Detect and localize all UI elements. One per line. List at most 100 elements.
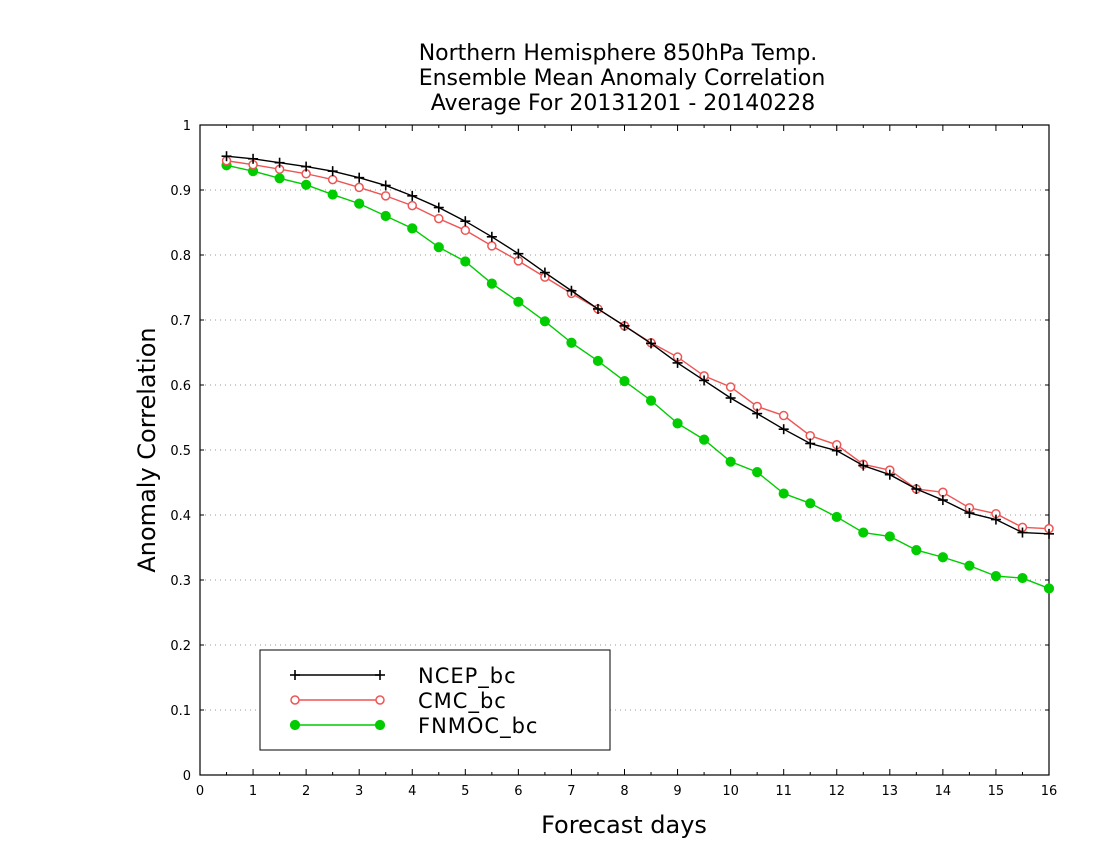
point-filled-circle-marker (374, 719, 386, 731)
point-open-circle-marker (327, 174, 338, 185)
point-plus-marker (221, 151, 232, 162)
point-plus-marker (884, 469, 895, 480)
x-tick-label: 13 (882, 784, 899, 799)
point-filled-circle-marker (566, 337, 577, 348)
point-plus-marker (1017, 527, 1028, 538)
point-filled-circle-marker (619, 376, 630, 387)
x-tick-label: 14 (935, 784, 952, 799)
y-tick-label: 0.5 (170, 444, 191, 459)
series-ncep-bc (221, 151, 1054, 539)
x-tick-label: 5 (461, 784, 469, 799)
point-plus-marker (646, 338, 657, 349)
x-tick-label: 10 (722, 784, 739, 799)
x-tick-label: 3 (355, 784, 363, 799)
point-plus-marker (486, 231, 497, 242)
point-filled-circle-marker (964, 560, 975, 571)
chart-title-line-3: Average For 20131201 - 20140228 (431, 91, 816, 116)
y-tick-label: 0.3 (170, 574, 191, 589)
point-plus-marker (752, 408, 763, 419)
point-plus-marker (354, 172, 365, 183)
point-filled-circle-marker (327, 189, 338, 200)
point-open-circle-marker (487, 241, 497, 251)
point-plus-marker (1044, 528, 1054, 539)
point-plus-marker (805, 438, 816, 449)
point-plus-marker (911, 484, 922, 494)
point-plus-marker (990, 514, 1001, 525)
x-tick-label: 8 (620, 784, 628, 799)
point-plus-marker (327, 166, 338, 177)
y-tick-label: 0.8 (170, 249, 191, 264)
point-open-circle-marker (290, 695, 300, 705)
point-open-circle-marker (725, 382, 736, 392)
legend-label: NCEP_bc (418, 664, 517, 689)
point-plus-marker (539, 267, 550, 278)
point-filled-circle-marker (911, 545, 922, 556)
point-plus-marker (858, 460, 869, 471)
point-plus-marker (566, 285, 577, 296)
x-tick-label: 7 (567, 784, 575, 799)
point-plus-marker (699, 375, 710, 386)
x-tick-label: 12 (828, 784, 845, 799)
y-tick-label: 0.7 (170, 314, 191, 329)
point-filled-circle-marker (858, 527, 869, 538)
point-filled-circle-marker (539, 316, 551, 327)
point-filled-circle-marker (645, 395, 657, 406)
point-filled-circle-marker (672, 418, 683, 429)
x-axis-label: Forecast days (541, 811, 707, 839)
chart-title: Northern Hemisphere 850hPa Temp. Ensembl… (419, 41, 826, 116)
chart-title-line-1: Northern Hemisphere 850hPa Temp. (419, 41, 818, 66)
legend-entry-ncep-bc: NCEP_bc (290, 664, 517, 689)
point-plus-marker (672, 357, 683, 368)
point-filled-circle-marker (778, 488, 789, 499)
chart-title-line-2: Ensemble Mean Anomaly Correlation (419, 66, 826, 91)
point-plus-marker (513, 248, 524, 259)
point-filled-circle-marker (460, 256, 471, 267)
point-filled-circle-marker (301, 179, 312, 190)
point-filled-circle-marker (990, 571, 1002, 582)
point-plus-marker (407, 190, 418, 201)
point-open-circle-marker (354, 182, 364, 193)
point-open-circle-marker (434, 213, 444, 224)
point-filled-circle-marker (725, 456, 736, 467)
point-open-circle-marker (407, 200, 417, 211)
y-tick-label: 0.4 (170, 509, 191, 524)
series-line (226, 160, 1050, 530)
point-plus-marker (592, 303, 603, 314)
point-open-circle-marker (778, 410, 789, 421)
point-plus-marker (778, 424, 789, 435)
axis-ticks: 00.10.20.30.40.50.60.70.80.910 1 2 3 4 5 6 7 8 9 1… (170, 119, 1057, 799)
point-plus-marker (375, 670, 385, 680)
point-filled-circle-marker (289, 719, 301, 731)
y-tick-label: 1 (183, 119, 191, 134)
point-plus-marker (964, 508, 975, 519)
point-plus-marker (274, 157, 285, 168)
gridlines (200, 189, 1049, 711)
x-tick-label: 11 (775, 784, 792, 799)
x-tick-label: 15 (988, 784, 1005, 799)
point-plus-marker (301, 161, 312, 172)
y-tick-label: 0.1 (170, 704, 191, 719)
x-tick-label: 4 (408, 784, 416, 799)
legend-entry-fnmoc-bc: FNMOC_bc (289, 714, 538, 739)
series-fnmoc-bc (221, 160, 1055, 594)
x-tick-label: 2 (302, 784, 310, 799)
point-filled-circle-marker (831, 511, 842, 523)
legend-label: FNMOC_bc (418, 714, 538, 739)
x-tick-label: 6 (514, 784, 522, 799)
legend-entry-cmc-bc: CMC_bc (290, 689, 506, 714)
point-filled-circle-marker (380, 210, 391, 222)
series-line (226, 155, 1050, 535)
point-filled-circle-marker (1043, 583, 1055, 594)
y-tick-label: 0 (183, 769, 191, 784)
point-plus-marker (619, 320, 630, 331)
point-plus-marker (380, 180, 391, 191)
data-series (221, 151, 1055, 594)
series-cmc-bc (221, 156, 1054, 534)
point-filled-circle-marker (433, 242, 444, 253)
x-tick-label: 9 (673, 784, 681, 799)
point-filled-circle-marker (884, 531, 895, 542)
point-open-circle-marker (460, 225, 471, 236)
y-tick-label: 0.6 (170, 379, 191, 394)
